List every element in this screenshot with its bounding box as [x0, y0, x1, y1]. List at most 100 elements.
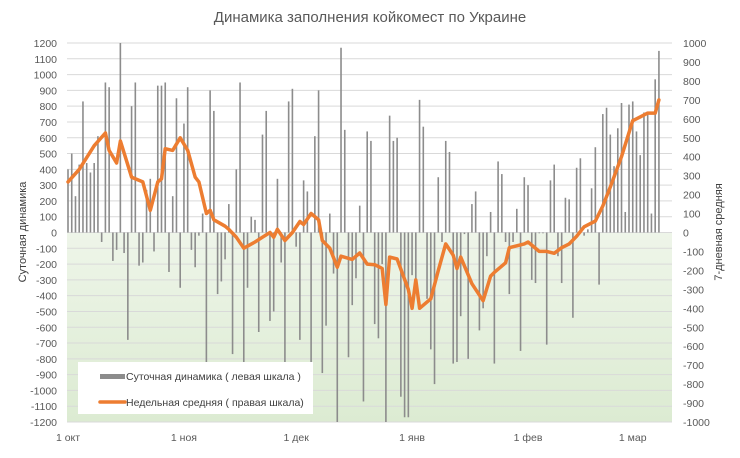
- daily-bar: [291, 88, 294, 233]
- daily-bar: [557, 232, 559, 257]
- daily-bar: [594, 147, 597, 233]
- left-tick-label: -100: [36, 243, 57, 255]
- daily-bar: [224, 232, 226, 260]
- daily-bar: [448, 151, 451, 233]
- daily-bar: [646, 112, 649, 233]
- daily-bar: [602, 114, 604, 233]
- daily-bar: [123, 232, 125, 254]
- daily-bar: [171, 196, 174, 233]
- daily-bar: [287, 101, 290, 233]
- daily-bar: [403, 232, 406, 418]
- legend: Суточная динамика ( левая шкала ) Недель…: [78, 362, 313, 414]
- daily-bar: [583, 232, 585, 236]
- daily-bar: [145, 189, 148, 233]
- daily-bar: [530, 232, 533, 280]
- daily-bar: [534, 232, 537, 284]
- left-tick-label: 200: [39, 196, 57, 208]
- daily-bar: [628, 104, 630, 233]
- daily-bar: [478, 232, 481, 331]
- daily-bar: [605, 107, 608, 233]
- x-axis-ticks: 1 окт 1 ноя 1 дек 1 янв 1 фев 1 мар: [56, 432, 647, 444]
- daily-bar: [295, 232, 297, 247]
- right-tick-label: 1000: [683, 38, 707, 50]
- daily-bar: [257, 232, 260, 332]
- daily-bar: [658, 50, 660, 233]
- daily-bar: [643, 112, 645, 233]
- daily-bar: [269, 232, 271, 321]
- daily-bar: [340, 47, 342, 233]
- daily-bar: [501, 174, 503, 233]
- daily-bar: [396, 137, 398, 233]
- daily-bar: [598, 232, 600, 285]
- daily-bar: [444, 140, 447, 233]
- daily-bar: [228, 204, 230, 233]
- right-tick-label: -100: [683, 246, 704, 258]
- daily-bar: [209, 90, 211, 233]
- daily-bar: [620, 103, 623, 233]
- daily-bar: [463, 232, 466, 235]
- daily-bar: [459, 232, 462, 317]
- x-tick-label: 1 дек: [283, 432, 309, 444]
- daily-bar: [568, 199, 570, 233]
- daily-bar: [183, 123, 185, 233]
- daily-bar: [302, 180, 305, 233]
- daily-bar: [415, 232, 417, 284]
- right-tick-label: 100: [683, 209, 701, 221]
- daily-bar: [497, 161, 499, 233]
- left-tick-label: 1200: [34, 38, 58, 50]
- daily-bar: [362, 232, 365, 402]
- daily-bar: [411, 232, 413, 276]
- daily-bar: [392, 140, 395, 233]
- right-tick-label: 0: [683, 228, 689, 240]
- right-tick-label: 200: [683, 190, 701, 202]
- daily-bar: [373, 232, 376, 325]
- daily-bar: [104, 82, 107, 233]
- daily-bar: [426, 232, 428, 299]
- daily-bar: [418, 99, 421, 233]
- daily-bar: [343, 129, 346, 233]
- daily-bar: [67, 169, 69, 233]
- daily-bar: [572, 232, 574, 318]
- daily-bar: [205, 232, 208, 362]
- daily-bar: [93, 163, 95, 233]
- right-tick-label: 600: [683, 114, 701, 126]
- right-tick-label: 800: [683, 76, 701, 88]
- daily-bar: [325, 232, 327, 326]
- daily-bar: [265, 110, 268, 233]
- left-tick-label: 400: [39, 164, 57, 176]
- daily-bar: [407, 232, 410, 418]
- daily-bar: [587, 229, 589, 233]
- daily-bar: [134, 82, 137, 233]
- right-tick-label: 400: [683, 152, 701, 164]
- daily-bar: [474, 191, 477, 233]
- right-tick-label: -800: [683, 379, 704, 391]
- daily-bar: [74, 196, 77, 233]
- daily-bar: [377, 232, 380, 339]
- daily-bar: [194, 232, 196, 268]
- daily-bar: [489, 211, 492, 233]
- daily-bar: [321, 232, 324, 374]
- left-tick-label: -700: [36, 338, 57, 350]
- daily-bar: [130, 106, 133, 233]
- x-tick-label: 1 мар: [619, 432, 647, 444]
- left-tick-label: -600: [36, 322, 57, 334]
- daily-bar: [508, 232, 511, 295]
- daily-bar: [553, 164, 555, 233]
- daily-bar: [220, 232, 223, 282]
- daily-bar: [198, 232, 200, 236]
- daily-bar: [89, 172, 92, 233]
- daily-bar: [254, 219, 256, 233]
- daily-bar: [429, 232, 432, 350]
- daily-bar: [542, 232, 544, 234]
- left-tick-label: -1200: [30, 417, 57, 429]
- left-tick-label: 0: [51, 228, 57, 240]
- legend-bar-swatch: [100, 374, 125, 379]
- daily-bar: [613, 166, 615, 233]
- daily-bar: [579, 158, 582, 233]
- left-tick-label: 1000: [34, 70, 58, 82]
- daily-bar: [456, 232, 458, 362]
- left-tick-label: 800: [39, 101, 57, 113]
- daily-bar: [516, 208, 518, 233]
- left-tick-label: -300: [36, 275, 57, 287]
- daily-bar: [347, 232, 350, 358]
